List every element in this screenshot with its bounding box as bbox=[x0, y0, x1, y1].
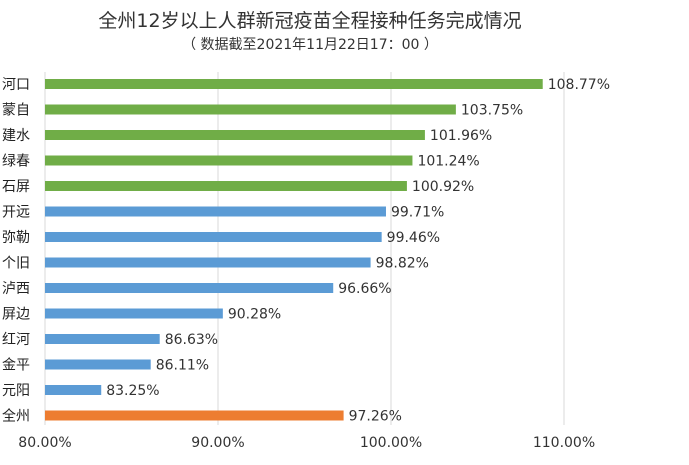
value-label: 96.66% bbox=[338, 281, 391, 297]
value-label: 108.77% bbox=[548, 77, 610, 93]
category-label: 河口 bbox=[2, 77, 30, 93]
category-label: 开远 bbox=[2, 205, 30, 221]
bar bbox=[45, 283, 334, 293]
category-label: 绿春 bbox=[2, 154, 30, 170]
value-label: 86.63% bbox=[165, 332, 218, 348]
category-label: 蒙自 bbox=[2, 103, 30, 119]
bar bbox=[45, 308, 223, 319]
bars bbox=[45, 79, 543, 421]
x-tick-label: 110.00% bbox=[533, 435, 595, 451]
bar bbox=[45, 181, 407, 191]
category-label: 屏边 bbox=[2, 307, 30, 323]
x-tick-label: 80.00% bbox=[18, 435, 71, 451]
category-label: 元阳 bbox=[2, 383, 30, 399]
gridlines bbox=[44, 72, 565, 425]
value-label: 101.24% bbox=[417, 154, 479, 170]
category-label: 红河 bbox=[2, 332, 30, 348]
value-label: 86.11% bbox=[156, 358, 209, 374]
bar bbox=[45, 79, 543, 89]
bar bbox=[45, 130, 425, 140]
bar bbox=[45, 334, 160, 344]
value-labels: 108.77% 103.75% 101.96% 101.24% 100.92% 99.71… bbox=[106, 77, 610, 425]
category-label: 个旧 bbox=[2, 256, 30, 272]
value-label: 97.26% bbox=[349, 409, 402, 425]
chart-subtitle: （ 数据截至2021年11月22日17：00 ） bbox=[182, 37, 438, 53]
bar bbox=[45, 155, 413, 166]
value-label: 101.96% bbox=[430, 128, 492, 144]
bar bbox=[45, 410, 344, 421]
category-label: 石屏 bbox=[2, 179, 30, 195]
category-label: 全州 bbox=[2, 408, 30, 425]
value-label: 99.46% bbox=[387, 230, 440, 246]
value-label: 103.75% bbox=[461, 103, 523, 119]
category-label: 泸西 bbox=[2, 281, 30, 297]
bar bbox=[45, 232, 382, 242]
x-tick-label: 100.00% bbox=[360, 435, 422, 451]
value-label: 90.28% bbox=[228, 307, 281, 323]
category-label: 弥勒 bbox=[2, 229, 30, 246]
bar bbox=[45, 206, 386, 217]
value-label: 83.25% bbox=[106, 383, 159, 399]
bar bbox=[45, 104, 456, 115]
chart-title: 全州12岁以上人群新冠疫苗全程接种任务完成情况 bbox=[98, 10, 522, 32]
category-label: 金平 bbox=[2, 358, 30, 374]
bar bbox=[45, 385, 102, 395]
category-label: 建水 bbox=[2, 128, 30, 144]
x-axis-tick-labels: 80.00% 90.00% 100.00% 110.00% bbox=[18, 435, 595, 451]
bar bbox=[45, 257, 371, 268]
value-label: 98.82% bbox=[376, 256, 429, 272]
value-label: 100.92% bbox=[412, 179, 474, 195]
x-tick-label: 90.00% bbox=[191, 435, 244, 451]
bar bbox=[45, 359, 151, 370]
value-label: 99.71% bbox=[391, 205, 444, 221]
